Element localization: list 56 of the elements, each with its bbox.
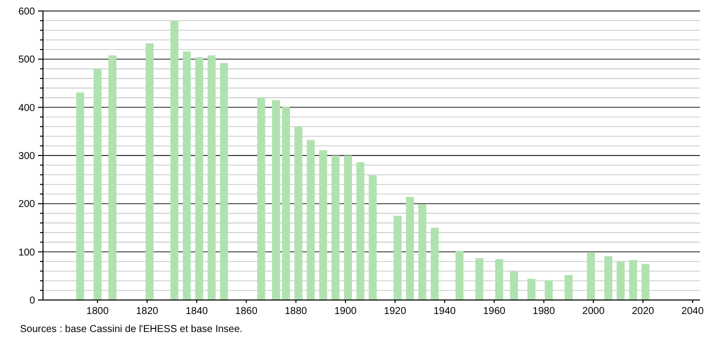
y-tick-label: 100 — [18, 247, 36, 258]
y-tick-label: 600 — [18, 6, 36, 18]
x-tick-label: 2040 — [681, 306, 704, 317]
y-tick-label: 0 — [29, 296, 36, 306]
bar — [356, 162, 364, 300]
bar — [368, 175, 377, 300]
bar — [220, 63, 228, 300]
bar — [629, 260, 638, 300]
bar — [604, 256, 612, 300]
bar — [586, 252, 595, 300]
x-tick-label: 1820 — [136, 306, 159, 317]
bar — [306, 140, 315, 300]
bar — [294, 126, 302, 300]
bar — [319, 150, 328, 300]
bar — [195, 57, 204, 300]
bar — [495, 259, 504, 300]
x-tick-label: 1840 — [186, 306, 208, 317]
bar — [394, 216, 402, 300]
x-tick-label: 1860 — [235, 306, 258, 317]
bar — [544, 280, 553, 300]
bar — [510, 272, 518, 300]
bar — [527, 278, 536, 300]
bar — [76, 92, 84, 300]
y-tick-label: 300 — [18, 151, 36, 162]
source-note: Sources : base Cassini de l'EHESS et base Insee. — [20, 324, 243, 335]
x-tick-label: 1980 — [532, 306, 556, 317]
bar — [272, 100, 280, 300]
bar — [456, 250, 464, 300]
y-tick-label: 400 — [18, 102, 36, 114]
x-tick-label: 1920 — [384, 306, 407, 317]
bar — [257, 98, 266, 300]
x-tick-label: 1900 — [334, 306, 358, 317]
bar — [418, 204, 426, 300]
bar — [564, 274, 573, 300]
bar — [641, 264, 650, 300]
y-tick-label: 500 — [18, 54, 36, 66]
bar — [616, 260, 625, 300]
bar — [406, 196, 414, 300]
bar — [146, 43, 154, 300]
bar — [475, 258, 484, 300]
bar — [344, 156, 352, 300]
y-tick-label: 200 — [18, 199, 36, 210]
x-tick-label: 2020 — [632, 306, 655, 317]
x-tick-label: 1800 — [86, 306, 110, 317]
x-tick-label: 1960 — [483, 306, 506, 317]
bar — [282, 106, 290, 300]
x-tick-label: 2000 — [582, 306, 605, 317]
bar — [170, 20, 178, 300]
bar — [208, 55, 216, 300]
bar — [108, 55, 116, 300]
x-tick-label: 1880 — [284, 306, 308, 317]
bar — [332, 156, 340, 300]
bar — [94, 68, 102, 300]
bar — [430, 228, 439, 300]
bar — [182, 51, 191, 300]
x-tick-label: 1940 — [434, 306, 456, 317]
